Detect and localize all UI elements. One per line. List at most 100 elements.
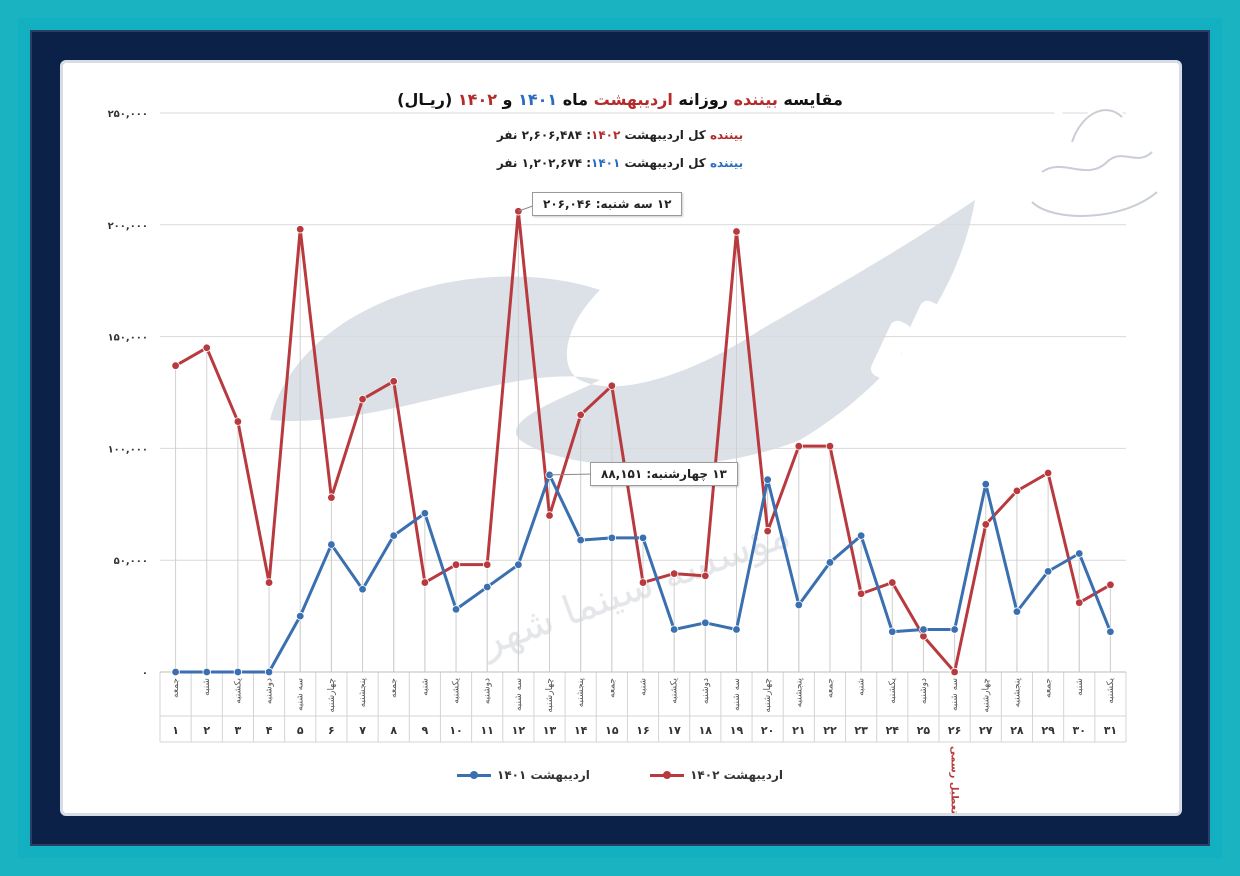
- x-day-label: ۱۴: [574, 724, 588, 737]
- calligraphy-logo-icon: [1028, 91, 1161, 220]
- x-day-label: ۲۷: [979, 724, 993, 737]
- x-day-label: ۵: [297, 724, 304, 737]
- title-part-8: (ریـال): [397, 90, 458, 109]
- legend-label-1401: اردیبهشت ۱۴۰۱: [497, 768, 590, 782]
- subtitle-1402: بیننده کل اردیبهشت ۱۴۰۲: ۲,۶۰۶,۴۸۴ نفر: [0, 128, 1240, 142]
- title-part-4: ماه: [557, 90, 594, 109]
- x-weekday-label: پنجشنبه: [1012, 678, 1022, 708]
- title-part-5: ۱۴۰۱: [518, 90, 558, 109]
- x-weekday-label: یکشنبه: [888, 678, 898, 704]
- x-weekday-label: جمعه: [171, 678, 181, 698]
- x-day-label: ۱۶: [636, 724, 649, 737]
- series-0-point: [358, 395, 367, 404]
- series-1-point: [420, 509, 430, 518]
- series-1-point: [202, 667, 211, 677]
- x-weekday-label: دوشنبه: [265, 678, 275, 704]
- series-1-point: [514, 560, 523, 569]
- series-0-point: [1075, 598, 1084, 607]
- series-1-point: [607, 533, 617, 543]
- legend-swatch-1401: [457, 770, 491, 779]
- subtitle-1401: بیننده کل اردیبهشت ۱۴۰۱: ۱,۲۰۲,۶۷۴ نفر: [0, 156, 1240, 170]
- subtitle-1401-part-2: ۱۴۰۱: [591, 156, 621, 170]
- subtitle-1402-part-1: کل اردیبهشت: [620, 128, 710, 142]
- series-1-point: [389, 531, 398, 540]
- title-part-7: ۱۴۰۲: [457, 90, 497, 109]
- x-weekday-label: شنبه: [202, 678, 212, 696]
- holiday-note: تعطیل رسمی: [949, 746, 960, 814]
- series-0-point: [856, 589, 866, 598]
- x-day-label: ۲۳: [854, 724, 868, 737]
- subtitle-1401-part-0: بیننده: [709, 156, 744, 170]
- series-0-point: [794, 441, 804, 451]
- x-weekday-label: سه شنبه: [296, 678, 306, 711]
- y-tick-label: ۰: [142, 668, 148, 679]
- series-1-point: [950, 625, 959, 634]
- title-part-3: اردیبهشت: [593, 90, 673, 109]
- series-0-point: [296, 225, 305, 234]
- x-weekday-label: یکشنبه: [1106, 678, 1116, 704]
- x-weekday-label: جمعه: [1044, 678, 1054, 698]
- title-part-0: مقایسه: [777, 90, 843, 109]
- x-day-label: ۹: [422, 724, 429, 737]
- subtitle-1401-part-1: کل اردیبهشت: [620, 156, 710, 170]
- x-day-label: ۲۲: [823, 724, 837, 737]
- series-0-point: [202, 343, 211, 352]
- x-weekday-label: شنبه: [1075, 678, 1085, 696]
- series-1-point: [171, 667, 180, 677]
- x-day-label: ۲۶: [948, 724, 961, 737]
- chart-title: مقایسه بیننده روزانه اردیبهشت ماه ۱۴۰۱ و…: [0, 90, 1240, 109]
- x-weekday-label: دوشنبه: [919, 678, 929, 704]
- series-0-point: [327, 493, 336, 502]
- x-weekday-label: جمعه: [607, 678, 617, 698]
- series-0-point: [1043, 468, 1053, 478]
- legend: اردیبهشت ۱۴۰۲ اردیبهشت ۱۴۰۱: [0, 768, 1240, 782]
- series-1-point: [576, 535, 585, 545]
- series-0-point: [389, 377, 398, 386]
- x-day-label: ۲۴: [886, 724, 900, 737]
- x-weekday-label: سه شنبه: [514, 678, 524, 711]
- series-1-point: [296, 611, 305, 621]
- x-weekday-label: شنبه: [639, 678, 649, 696]
- x-weekday-label: پنجشنبه: [794, 678, 804, 708]
- series-0-point: [1106, 580, 1115, 589]
- series-0-point: [607, 381, 617, 390]
- x-day-label: ۱۳: [543, 724, 557, 737]
- x-weekday-label: دوشنبه: [701, 678, 711, 704]
- x-weekday-label: پنجشنبه: [576, 678, 586, 708]
- x-day-label: ۳۰: [1073, 724, 1086, 737]
- series-0-point: [732, 227, 741, 236]
- x-weekday-label: شنبه: [857, 678, 867, 696]
- x-weekday-label: دوشنبه: [483, 678, 493, 704]
- x-day-label: ۳۱: [1104, 724, 1117, 737]
- legend-label-1402: اردیبهشت ۱۴۰۲: [690, 768, 783, 782]
- series-0-point: [171, 361, 180, 370]
- series-0-point: [638, 578, 648, 587]
- series-1-point: [482, 582, 492, 592]
- x-day-label: ۱۷: [667, 724, 681, 737]
- x-day-label: ۳: [235, 724, 242, 737]
- x-day-label: ۱۰: [449, 724, 462, 737]
- x-day-label: ۱۹: [730, 724, 744, 737]
- annotation-peak-1402: ۱۲ سه شنبه: ۲۰۶,۰۴۶: [532, 192, 683, 216]
- subtitle-1402-part-0: بیننده: [709, 128, 744, 142]
- series-1-point: [732, 625, 741, 634]
- x-weekday-label: چهارشنبه: [981, 678, 991, 713]
- x-day-label: ۷: [359, 724, 366, 737]
- subtitle-1401-part-3: : ۱,۲۰۲,۶۷۴ نفر: [496, 156, 591, 170]
- x-day-label: ۱۲: [512, 724, 526, 737]
- series-0-point: [576, 410, 585, 420]
- series-0-point: [981, 520, 990, 529]
- x-day-label: ۱۸: [699, 724, 713, 737]
- x-day-label: ۲۱: [792, 724, 805, 737]
- title-part-6: و: [496, 90, 519, 109]
- series-1-point: [1012, 607, 1022, 616]
- x-weekday-label: چهارشنبه: [545, 678, 555, 713]
- x-weekday-label: سه شنبه: [732, 678, 742, 711]
- subtitle-1402-part-3: : ۲,۶۰۶,۴۸۴ نفر: [496, 128, 591, 142]
- x-day-label: ۱۱: [480, 724, 493, 737]
- series-1-point: [763, 475, 772, 484]
- series-1-point: [888, 627, 897, 636]
- series-1-point: [327, 540, 336, 549]
- legend-swatch-1402: [650, 770, 685, 779]
